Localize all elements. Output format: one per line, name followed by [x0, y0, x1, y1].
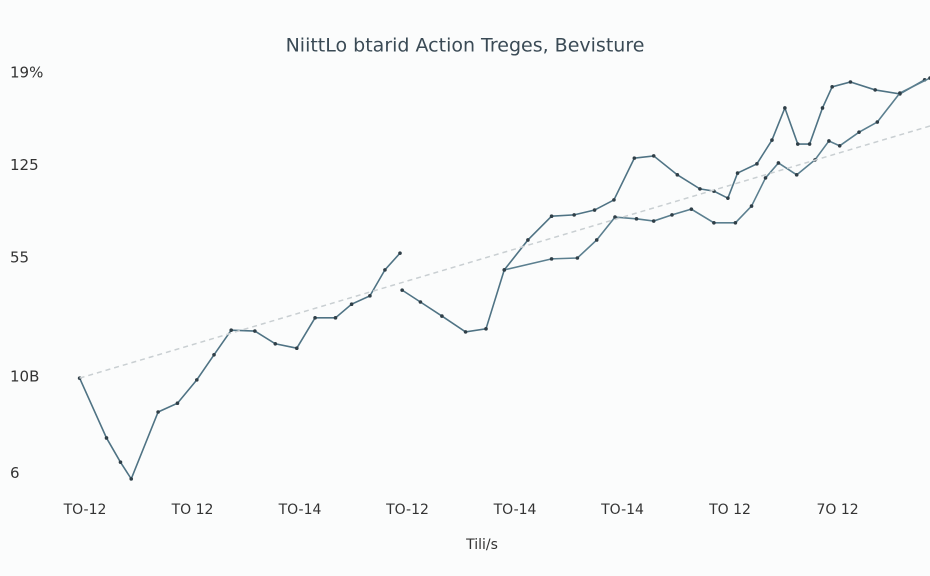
data-point [873, 88, 877, 92]
data-point [294, 346, 299, 351]
data-point [333, 316, 338, 320]
data-point [175, 401, 180, 406]
y-tick-label: 55 [10, 249, 29, 267]
data-point [129, 477, 134, 481]
data-point [712, 221, 716, 225]
data-point [898, 91, 902, 95]
data-point [857, 130, 861, 134]
series-line [78, 79, 926, 481]
trend-line [79, 125, 930, 379]
x-tick-label: TO-12 [63, 502, 107, 518]
data-point [104, 436, 109, 440]
x-tick-label: 7O 12 [816, 502, 858, 518]
data-point [783, 106, 787, 110]
data-point [368, 294, 372, 298]
data-point [612, 198, 616, 202]
x-tick-label: TO 12 [171, 502, 214, 518]
data-point [313, 316, 317, 320]
data-point [755, 162, 759, 166]
data-point [594, 238, 599, 242]
data-point [689, 207, 694, 211]
data-point [592, 208, 597, 212]
y-tick-label: 6 [10, 464, 20, 482]
data-point [463, 330, 468, 334]
data-point [549, 214, 554, 218]
data-point [212, 353, 216, 357]
data-point [632, 156, 637, 160]
data-point [827, 139, 831, 143]
data-point [726, 196, 730, 200]
data-point [651, 154, 656, 158]
data-point [820, 106, 825, 110]
x-tick-label: TO-12 [385, 502, 429, 518]
data-point [418, 300, 423, 304]
data-point [118, 460, 123, 464]
data-point [875, 120, 880, 124]
data-point [383, 268, 387, 272]
data-point [502, 268, 507, 272]
series-line [504, 77, 930, 271]
data-point [253, 329, 257, 333]
data-point [484, 327, 488, 331]
data-point [807, 142, 812, 146]
data-point [613, 215, 617, 219]
data-point [837, 144, 842, 148]
x-tick-label: TO-14 [278, 502, 322, 518]
data-point [735, 171, 740, 175]
x-tick-label: TO-14 [600, 502, 644, 518]
x-axis-label: Tili/s [465, 537, 498, 553]
data-point [349, 302, 354, 307]
y-tick-label: 19% [10, 64, 43, 82]
data-point [763, 176, 768, 180]
data-point [675, 173, 680, 177]
x-tick-label: TO 12 [708, 502, 751, 518]
y-tick-label: 125 [10, 156, 39, 174]
data-point [770, 138, 774, 142]
data-point [670, 213, 674, 217]
data-point [848, 80, 853, 84]
data-point [830, 85, 834, 89]
x-tick-label: TO-14 [493, 502, 537, 518]
data-point [156, 410, 160, 414]
data-point [572, 213, 576, 217]
data-point [229, 328, 234, 332]
data-point [634, 217, 639, 221]
data-point [575, 256, 580, 260]
data-point [398, 251, 402, 255]
data-point [795, 142, 800, 146]
data-point [549, 257, 554, 261]
data-point [794, 173, 799, 177]
data-point [195, 378, 199, 382]
y-tick-label: 10B [10, 367, 39, 385]
chart-title: NiittLo btarid Action Treges, Bevisture [286, 35, 645, 57]
data-point [273, 342, 278, 346]
data-point [526, 238, 530, 242]
data-point [651, 219, 656, 223]
data-point [776, 161, 781, 165]
data-point [698, 187, 702, 191]
data-point [733, 221, 738, 225]
data-point [400, 288, 404, 292]
data-point [749, 204, 754, 208]
data-point [440, 314, 444, 318]
